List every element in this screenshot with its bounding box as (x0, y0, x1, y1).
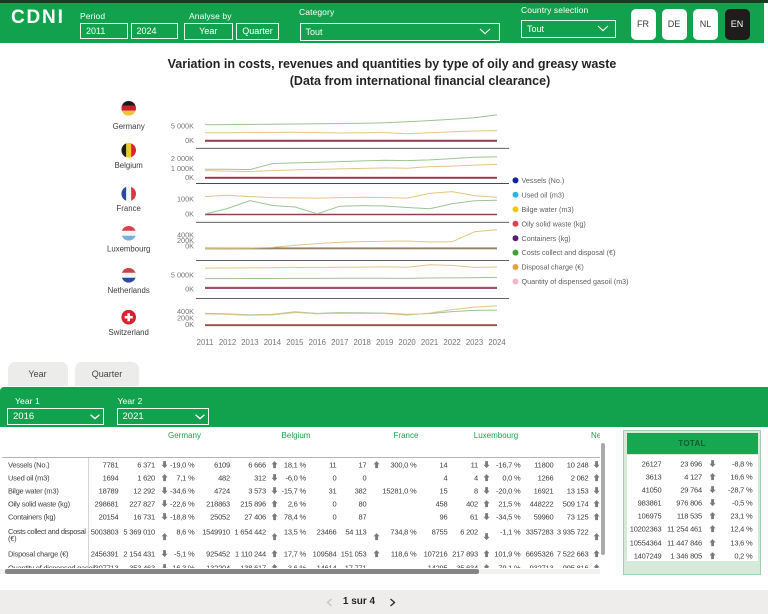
svg-text:Vessels (No.): Vessels (No.) (522, 176, 565, 185)
svg-text:Disposal charge (€): Disposal charge (€) (522, 263, 584, 272)
svg-text:2014: 2014 (264, 338, 282, 347)
svg-text:2022: 2022 (443, 338, 460, 347)
svg-text:France: France (117, 204, 141, 213)
svg-text:1 000K: 1 000K (171, 164, 194, 173)
svg-text:Germany: Germany (113, 122, 145, 131)
svg-text:2 000K: 2 000K (171, 154, 194, 163)
svg-text:Netherlands: Netherlands (108, 286, 150, 295)
svg-text:2016: 2016 (309, 338, 326, 347)
svg-text:0K: 0K (185, 241, 194, 250)
svg-text:Switzerland: Switzerland (109, 328, 149, 337)
svg-text:2019: 2019 (376, 338, 393, 347)
svg-text:400K: 400K (177, 230, 194, 239)
svg-text:0K: 0K (185, 284, 194, 293)
svg-text:5 000K: 5 000K (171, 121, 194, 130)
svg-text:0K: 0K (185, 209, 194, 218)
svg-text:Used oil (m3): Used oil (m3) (522, 190, 565, 199)
svg-text:2013: 2013 (241, 338, 258, 347)
svg-text:Belgium: Belgium (115, 161, 143, 170)
svg-text:2015: 2015 (286, 338, 304, 347)
svg-text:400K: 400K (177, 307, 194, 316)
svg-text:0K: 0K (185, 173, 194, 182)
svg-text:Costs collect and disposal (€): Costs collect and disposal (€) (522, 248, 616, 257)
svg-text:0K: 0K (185, 320, 194, 329)
svg-text:2017: 2017 (331, 338, 348, 347)
svg-text:Bilge water (m3): Bilge water (m3) (522, 205, 574, 214)
svg-text:Quantity of dispensed gasoil (: Quantity of dispensed gasoil (m3) (522, 277, 629, 286)
svg-text:2012: 2012 (219, 338, 236, 347)
svg-text:100K: 100K (177, 194, 194, 203)
svg-text:Oily solid waste (kg): Oily solid waste (kg) (522, 219, 586, 228)
svg-text:200K: 200K (177, 314, 194, 323)
svg-text:2023: 2023 (466, 338, 483, 347)
svg-text:2011: 2011 (197, 338, 214, 347)
svg-text:2018: 2018 (354, 338, 371, 347)
svg-text:2020: 2020 (398, 338, 416, 347)
svg-text:2024: 2024 (488, 338, 506, 347)
svg-text:Containers (kg): Containers (kg) (522, 234, 571, 243)
svg-text:Luxembourg: Luxembourg (107, 244, 150, 253)
svg-text:5 000K: 5 000K (171, 270, 194, 279)
svg-text:0K: 0K (185, 136, 194, 145)
svg-text:200K: 200K (177, 236, 194, 245)
svg-text:2021: 2021 (421, 338, 438, 347)
